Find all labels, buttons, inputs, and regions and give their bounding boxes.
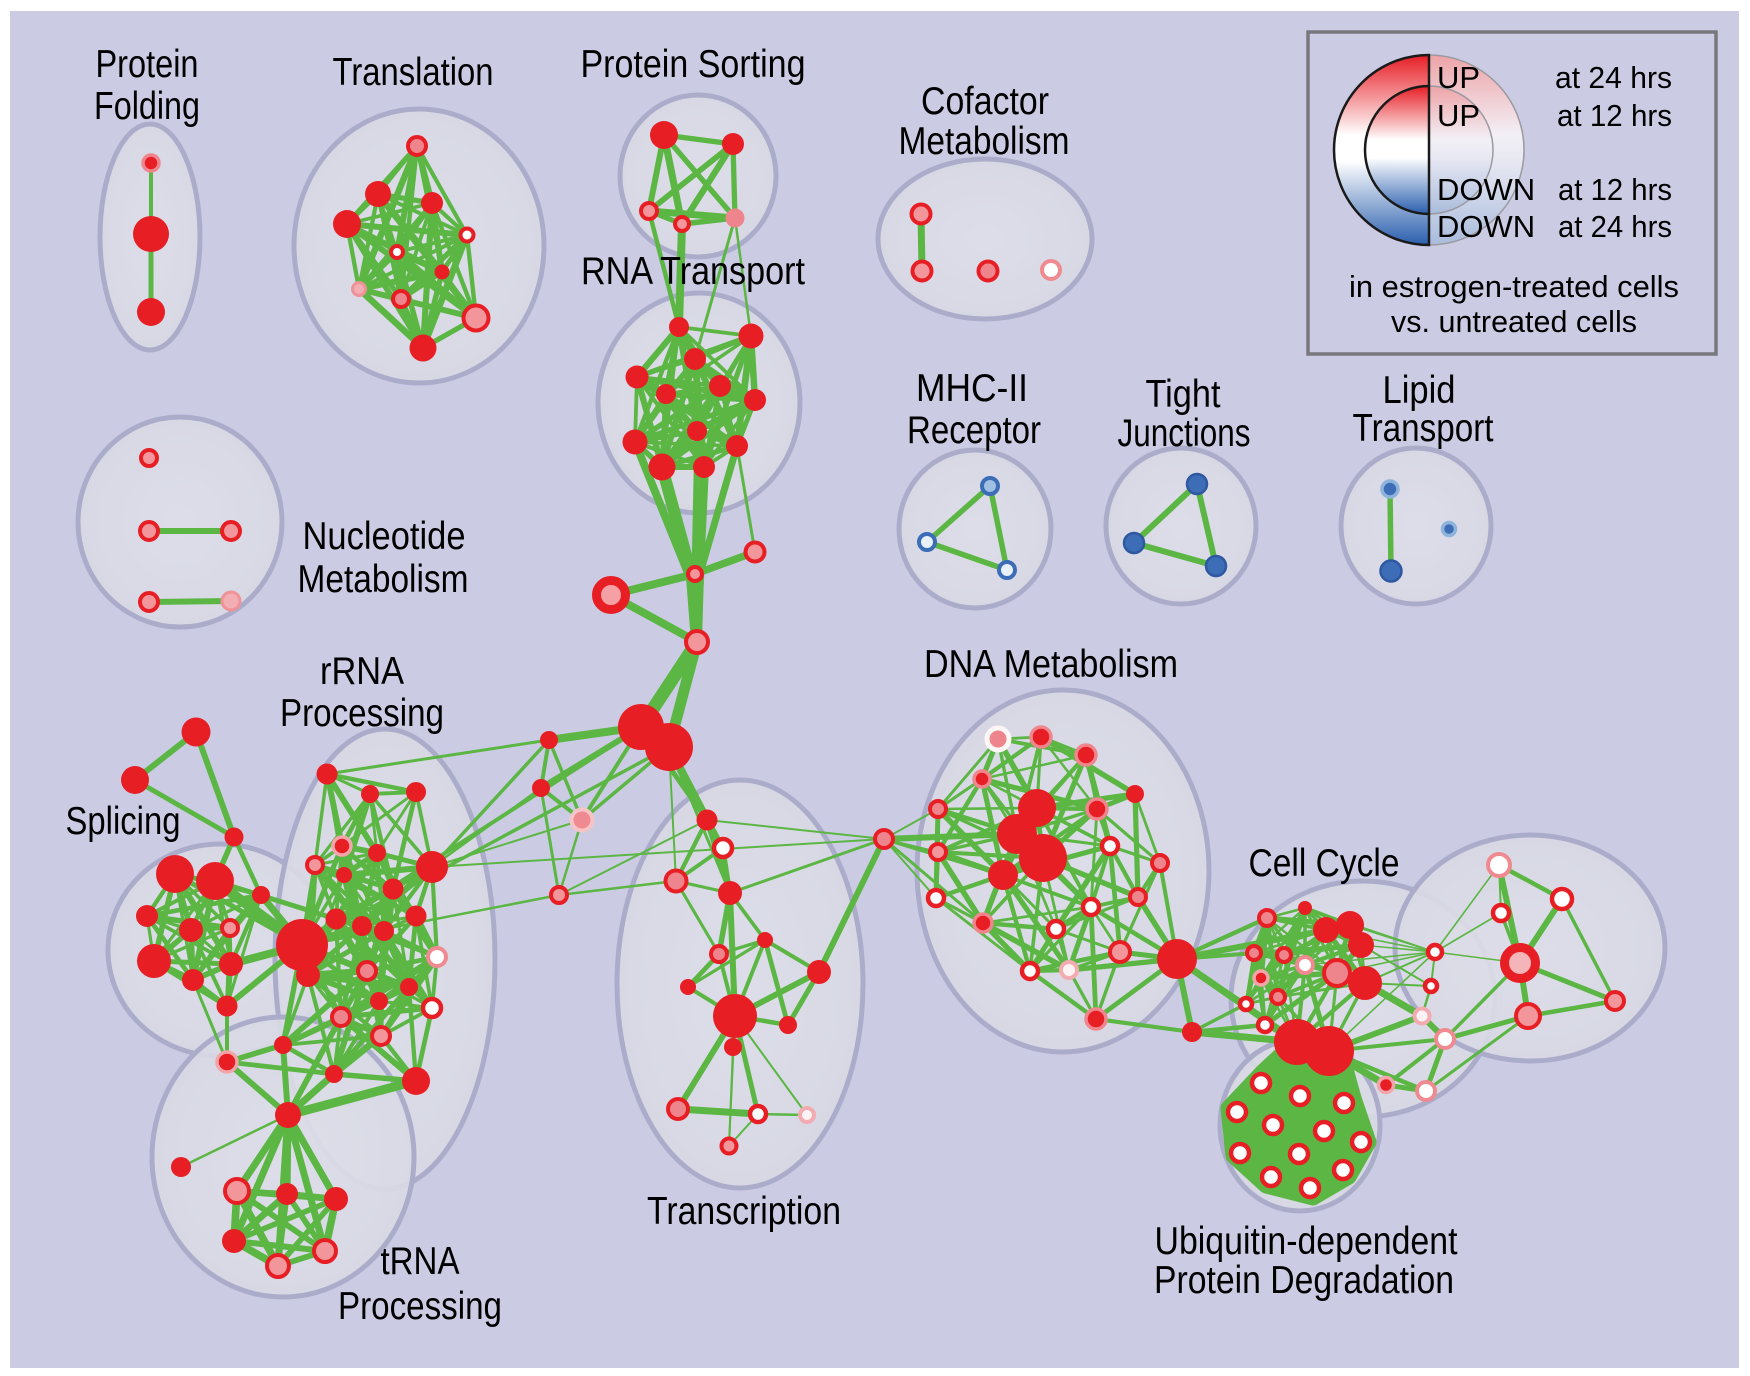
svg-text:Splicing: Splicing <box>66 800 181 843</box>
svg-text:at 24 hrs: at 24 hrs <box>1555 60 1672 95</box>
svg-text:UP: UP <box>1437 60 1480 95</box>
svg-text:tRNA: tRNA <box>381 1240 460 1283</box>
svg-text:MHC-II: MHC-II <box>916 367 1028 410</box>
svg-text:Cell Cycle: Cell Cycle <box>1249 842 1400 885</box>
svg-text:DNA Metabolism: DNA Metabolism <box>924 643 1178 686</box>
svg-text:Metabolism: Metabolism <box>298 558 469 601</box>
svg-text:Protein Degradation: Protein Degradation <box>1154 1259 1454 1302</box>
svg-text:Lipid: Lipid <box>1383 369 1456 412</box>
svg-text:Processing: Processing <box>338 1285 502 1328</box>
svg-text:in estrogen-treated cells: in estrogen-treated cells <box>1349 269 1679 304</box>
svg-text:Receptor: Receptor <box>907 409 1041 452</box>
svg-text:Protein: Protein <box>96 43 199 86</box>
svg-text:Nucleotide: Nucleotide <box>303 515 466 558</box>
svg-text:at 12 hrs: at 12 hrs <box>1557 98 1672 133</box>
svg-text:Transport: Transport <box>1353 407 1494 450</box>
svg-text:at 24 hrs: at 24 hrs <box>1558 209 1672 244</box>
svg-text:vs. untreated cells: vs. untreated cells <box>1391 304 1637 339</box>
svg-text:UP: UP <box>1437 98 1480 133</box>
svg-text:Tight: Tight <box>1146 373 1221 416</box>
svg-text:Processing: Processing <box>280 692 444 735</box>
svg-text:Metabolism: Metabolism <box>899 120 1070 163</box>
svg-text:Junctions: Junctions <box>1118 412 1251 455</box>
svg-text:RNA Transport: RNA Transport <box>581 250 805 293</box>
svg-text:at 12 hrs: at 12 hrs <box>1558 172 1672 207</box>
svg-text:Cofactor: Cofactor <box>921 80 1049 123</box>
svg-text:DOWN: DOWN <box>1437 172 1535 207</box>
svg-text:rRNA: rRNA <box>320 650 404 693</box>
svg-text:Transcription: Transcription <box>647 1190 841 1233</box>
svg-text:Ubiquitin-dependent: Ubiquitin-dependent <box>1155 1220 1458 1263</box>
svg-text:Protein Sorting: Protein Sorting <box>581 43 806 86</box>
svg-text:Translation: Translation <box>333 51 494 94</box>
svg-text:DOWN: DOWN <box>1437 209 1535 244</box>
svg-text:Folding: Folding <box>94 85 200 128</box>
